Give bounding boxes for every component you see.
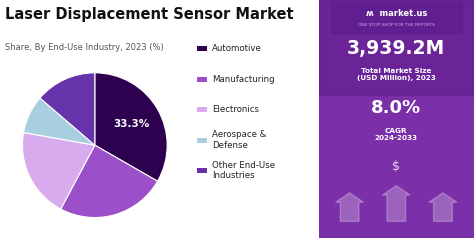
Text: Total Market Size
(USD Million), 2023: Total Market Size (USD Million), 2023 bbox=[357, 69, 436, 81]
Wedge shape bbox=[22, 133, 95, 209]
Text: 3,939.2M: 3,939.2M bbox=[347, 39, 446, 58]
Bar bbox=[319, 0, 474, 95]
Text: Aerospace &
Defense: Aerospace & Defense bbox=[212, 130, 266, 150]
Text: Electronics: Electronics bbox=[212, 105, 259, 114]
Wedge shape bbox=[24, 98, 95, 145]
Bar bbox=[331, 2, 462, 33]
Wedge shape bbox=[40, 73, 95, 145]
Text: 8.0%: 8.0% bbox=[371, 99, 421, 117]
Wedge shape bbox=[61, 145, 157, 218]
Text: CAGR
2024-2033: CAGR 2024-2033 bbox=[375, 128, 418, 141]
Text: Manufacturing: Manufacturing bbox=[212, 75, 274, 84]
FancyArrow shape bbox=[336, 193, 364, 221]
Text: Share, By End-Use Industry, 2023 (%): Share, By End-Use Industry, 2023 (%) bbox=[5, 43, 164, 52]
Text: Laser Displacement Sensor Market: Laser Displacement Sensor Market bbox=[5, 7, 293, 22]
Text: ONE STOP SHOP FOR THE REPORTS: ONE STOP SHOP FOR THE REPORTS bbox=[358, 23, 435, 27]
Text: 33.3%: 33.3% bbox=[113, 119, 149, 129]
Wedge shape bbox=[95, 73, 167, 181]
Text: $: $ bbox=[392, 160, 400, 173]
Text: ʍ  market.us: ʍ market.us bbox=[365, 9, 427, 18]
FancyArrow shape bbox=[382, 186, 410, 221]
Text: Other End-Use
Industries: Other End-Use Industries bbox=[212, 161, 275, 180]
FancyArrow shape bbox=[429, 193, 457, 221]
Text: Automotive: Automotive bbox=[212, 44, 262, 53]
